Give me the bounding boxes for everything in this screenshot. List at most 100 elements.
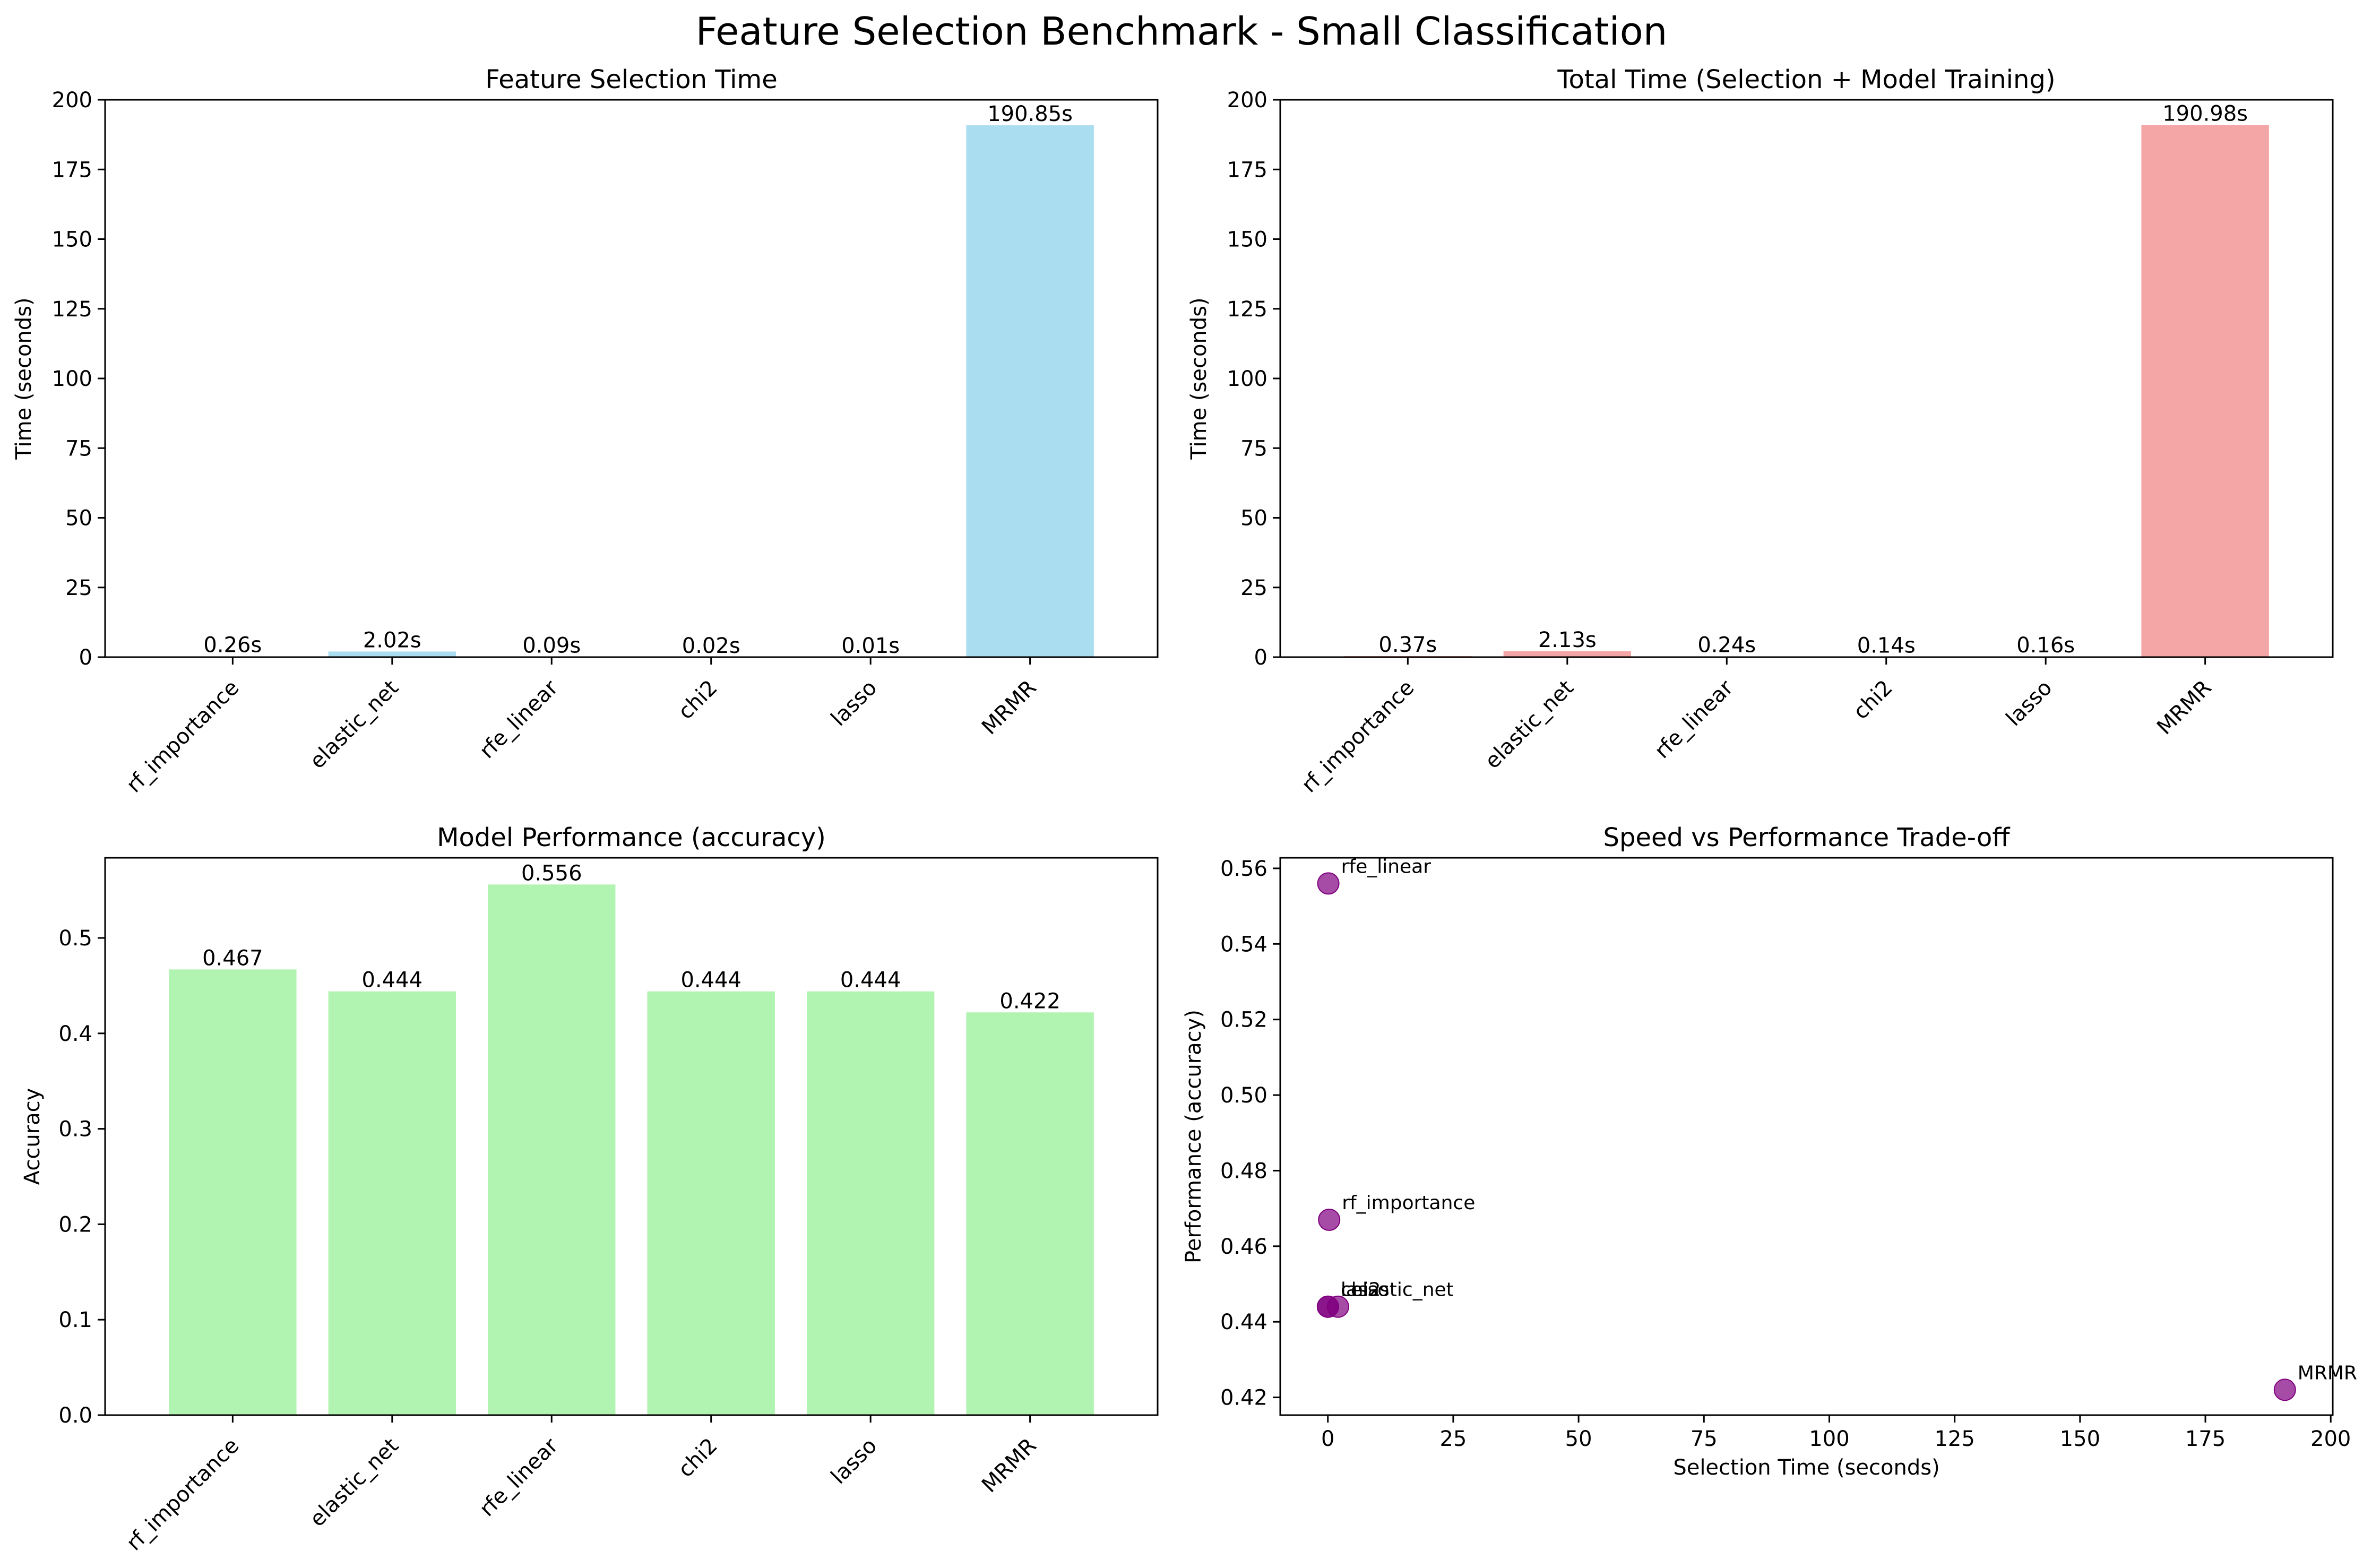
- bar-value-label: 0.09s: [522, 634, 581, 658]
- y-tick-label: 100: [1227, 367, 1267, 391]
- y-tick-label: 0.54: [1220, 932, 1267, 957]
- y-tick-label: 150: [1227, 228, 1267, 252]
- chart-feature-selection-time: 0.26s rf_importance 2.02s elastic_net 0.09s r…: [12, 65, 1159, 798]
- point-label: lasso: [1341, 1279, 1390, 1301]
- x-tick-label: rfe_linear: [475, 1433, 563, 1521]
- y-tick-label: 200: [52, 88, 92, 113]
- chart-title: Feature Selection Time: [485, 65, 778, 94]
- y-tick-label: 0.52: [1220, 1008, 1267, 1032]
- y-tick-label: 175: [52, 158, 92, 182]
- scatter-point: [1317, 872, 1340, 895]
- x-tick-label: elastic_net: [305, 676, 403, 774]
- x-tick-label: elastic_net: [305, 1434, 403, 1532]
- y-tick-label: 75: [1240, 436, 1267, 461]
- x-tick-label: chi2: [674, 676, 722, 725]
- y-tick-label: 0: [79, 645, 92, 670]
- x-tick-label: rfe_linear: [475, 675, 563, 763]
- bar-value-label: 0.444: [680, 968, 741, 993]
- x-tick-label: lasso: [826, 676, 882, 731]
- bar-value-label: 0.16s: [2016, 633, 2075, 658]
- y-tick-label: 0.42: [1220, 1386, 1267, 1410]
- x-tick-label: lasso: [2002, 676, 2057, 731]
- bar-value-label: 0.556: [521, 861, 582, 885]
- bar: [488, 884, 616, 1415]
- point-label: MRMR: [2298, 1362, 2357, 1384]
- x-tick-label: 50: [1565, 1427, 1592, 1451]
- bar: [647, 991, 775, 1415]
- y-tick-label: 175: [1227, 158, 1267, 182]
- y-tick-label: 75: [65, 436, 92, 461]
- x-axis-label: Selection Time (seconds): [1673, 1455, 1939, 1480]
- y-tick-label: 0.4: [58, 1022, 92, 1046]
- y-tick-label: 0.5: [58, 926, 92, 951]
- point-label: rfe_linear: [1341, 856, 1431, 877]
- y-tick-label: 0.1: [58, 1308, 92, 1332]
- y-tick-label: 100: [52, 367, 92, 391]
- y-tick-label: 0.3: [58, 1117, 92, 1142]
- y-tick-label: 0.2: [58, 1212, 92, 1237]
- x-tick-label: elastic_net: [1480, 676, 1579, 774]
- bar-value-label: 0.444: [840, 968, 901, 993]
- x-tick-label: 25: [1439, 1427, 1467, 1451]
- bar-value-label: 2.02s: [363, 628, 421, 652]
- x-tick-label: rf_importance: [1297, 676, 1419, 798]
- y-tick-label: 0.0: [58, 1403, 92, 1428]
- bar-value-label: 0.02s: [682, 634, 740, 658]
- y-tick-label: 25: [1240, 576, 1267, 600]
- y-axis-label: Performance (accuracy): [1182, 1010, 1206, 1263]
- x-tick-label: rf_importance: [122, 1434, 244, 1556]
- x-tick-label: 175: [2185, 1427, 2226, 1451]
- chart-total-time: 0.37s rf_importance 2.13s elastic_net 0.24s r…: [1187, 65, 2334, 798]
- plot-area: [1279, 857, 2334, 1416]
- y-tick-label: 200: [1227, 88, 1267, 113]
- bar: [169, 969, 297, 1415]
- scatter-point: [1316, 1295, 1339, 1318]
- y-tick-label: 125: [1227, 297, 1267, 322]
- x-tick-label: 200: [2310, 1427, 2351, 1451]
- y-axis-label: Time (seconds): [12, 297, 36, 460]
- bar-value-label: 190.85s: [987, 102, 1073, 126]
- chart-title: Model Performance (accuracy): [437, 823, 826, 852]
- x-tick-label: chi2: [1849, 676, 1898, 725]
- scatter-point: [2273, 1379, 2296, 1401]
- x-tick-label: lasso: [826, 1434, 882, 1489]
- bar: [2141, 125, 2269, 658]
- chart-model-performance: 0.467 rf_importance 0.444 elastic_net 0.556 r…: [20, 823, 1159, 1556]
- y-tick-label: 150: [52, 228, 92, 252]
- bar-value-label: 2.13s: [1538, 628, 1597, 652]
- y-tick-label: 50: [1240, 506, 1267, 531]
- bar-value-label: 190.98s: [2162, 101, 2248, 126]
- y-tick-label: 0.44: [1220, 1310, 1267, 1334]
- bar: [328, 651, 456, 657]
- x-tick-label: 75: [1691, 1427, 1718, 1451]
- bar: [328, 991, 456, 1415]
- x-tick-label: MRMR: [977, 676, 1041, 740]
- y-tick-label: 0: [1254, 645, 1267, 670]
- plot-area: [104, 857, 1159, 1416]
- x-tick-label: rfe_linear: [1650, 675, 1738, 763]
- x-tick-label: chi2: [674, 1434, 722, 1483]
- chart-title: Speed vs Performance Trade-off: [1603, 823, 2011, 852]
- y-tick-label: 50: [65, 506, 92, 531]
- point-label: chi2: [1341, 1279, 1381, 1301]
- bar: [807, 991, 935, 1415]
- bar-value-label: 0.467: [202, 946, 263, 970]
- x-tick-label: 100: [1809, 1427, 1849, 1451]
- x-tick-label: MRMR: [2152, 676, 2217, 740]
- bar-value-label: 0.01s: [841, 634, 900, 658]
- y-tick-label: 25: [65, 576, 92, 600]
- chart-speed-vs-performance: rf_importance elastic_net rfe_linear chi2la…: [1182, 823, 2357, 1480]
- y-tick-label: 0.48: [1220, 1159, 1267, 1183]
- y-tick-label: 125: [52, 297, 92, 322]
- point-label: rf_importance: [1342, 1192, 1475, 1214]
- x-tick-label: MRMR: [977, 1434, 1041, 1498]
- x-tick-label: rf_importance: [122, 676, 244, 798]
- bar: [966, 1012, 1094, 1415]
- bar-value-label: 0.14s: [1857, 633, 1916, 658]
- y-tick-label: 0.56: [1220, 857, 1267, 881]
- y-tick-label: 0.46: [1220, 1235, 1267, 1259]
- x-tick-label: 150: [2060, 1427, 2100, 1451]
- bar-value-label: 0.422: [999, 989, 1060, 1013]
- bar-value-label: 0.24s: [1697, 633, 1756, 658]
